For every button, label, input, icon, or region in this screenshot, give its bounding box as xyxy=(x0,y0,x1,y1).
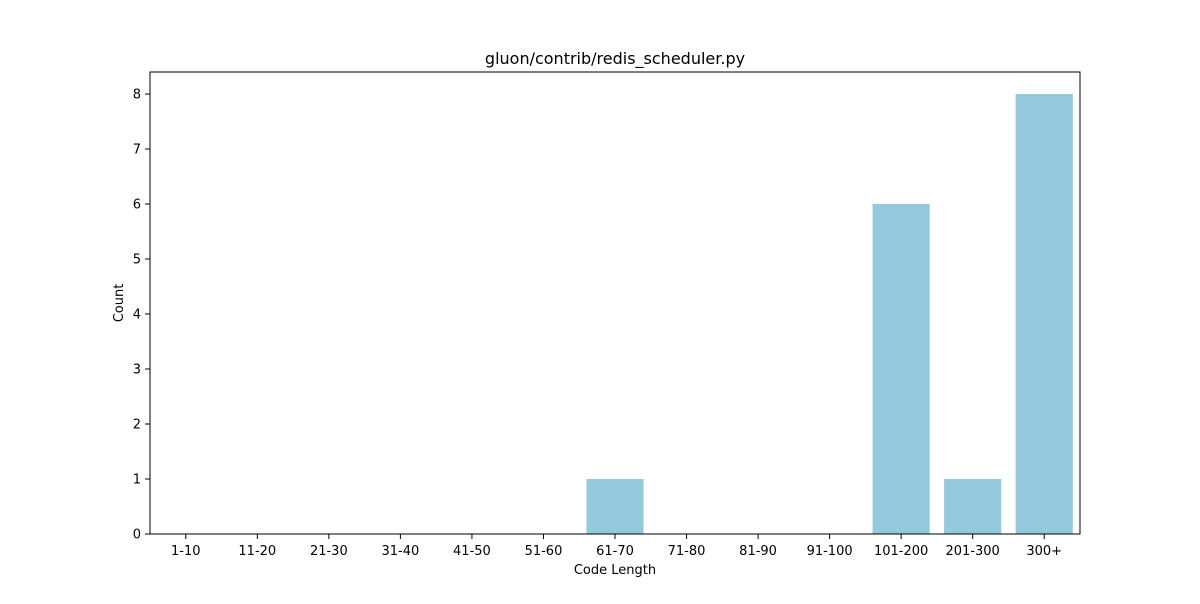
x-tick-label: 61-70 xyxy=(596,544,634,559)
bar-61-70 xyxy=(586,479,644,534)
plot-frame xyxy=(149,71,1081,535)
x-axis-label: Code Length xyxy=(574,563,656,578)
y-axis-label: Count xyxy=(112,284,127,323)
y-tick-label: 5 xyxy=(133,253,141,268)
y-tick-label: 2 xyxy=(133,418,141,433)
x-tick-label: 91-100 xyxy=(807,544,853,559)
bar-300+ xyxy=(1015,94,1073,534)
x-tick-label: 201-300 xyxy=(946,544,1000,559)
x-tick-label: 101-200 xyxy=(874,544,928,559)
x-tick-label: 300+ xyxy=(1026,544,1062,559)
chart-title: gluon/contrib/redis_scheduler.py xyxy=(485,49,745,69)
y-tick-label: 0 xyxy=(133,528,141,543)
bar-101-200 xyxy=(872,204,930,534)
y-axis-ticks: 0 1 2 3 4 5 6 7 8 xyxy=(133,88,150,543)
y-tick-label: 1 xyxy=(133,473,141,488)
y-tick-label: 8 xyxy=(133,88,141,103)
y-tick-label: 6 xyxy=(133,198,141,213)
y-tick-label: 7 xyxy=(133,143,141,158)
bars-layer xyxy=(586,94,1073,534)
x-tick-label: 31-40 xyxy=(381,544,419,559)
x-axis-ticks: 1-10 11-20 21-30 31-40 41-50 51-60 61-70 71-80 8… xyxy=(171,534,1062,559)
y-tick-label: 4 xyxy=(133,308,141,323)
y-tick-label: 3 xyxy=(133,363,141,378)
x-tick-label: 51-60 xyxy=(525,544,563,559)
bar-201-300 xyxy=(944,479,1002,534)
x-tick-label: 71-80 xyxy=(668,544,706,559)
x-tick-label: 21-30 xyxy=(310,544,348,559)
x-tick-label: 1-10 xyxy=(171,544,201,559)
x-tick-label: 41-50 xyxy=(453,544,491,559)
x-tick-label: 11-20 xyxy=(238,544,276,559)
x-tick-label: 81-90 xyxy=(739,544,777,559)
